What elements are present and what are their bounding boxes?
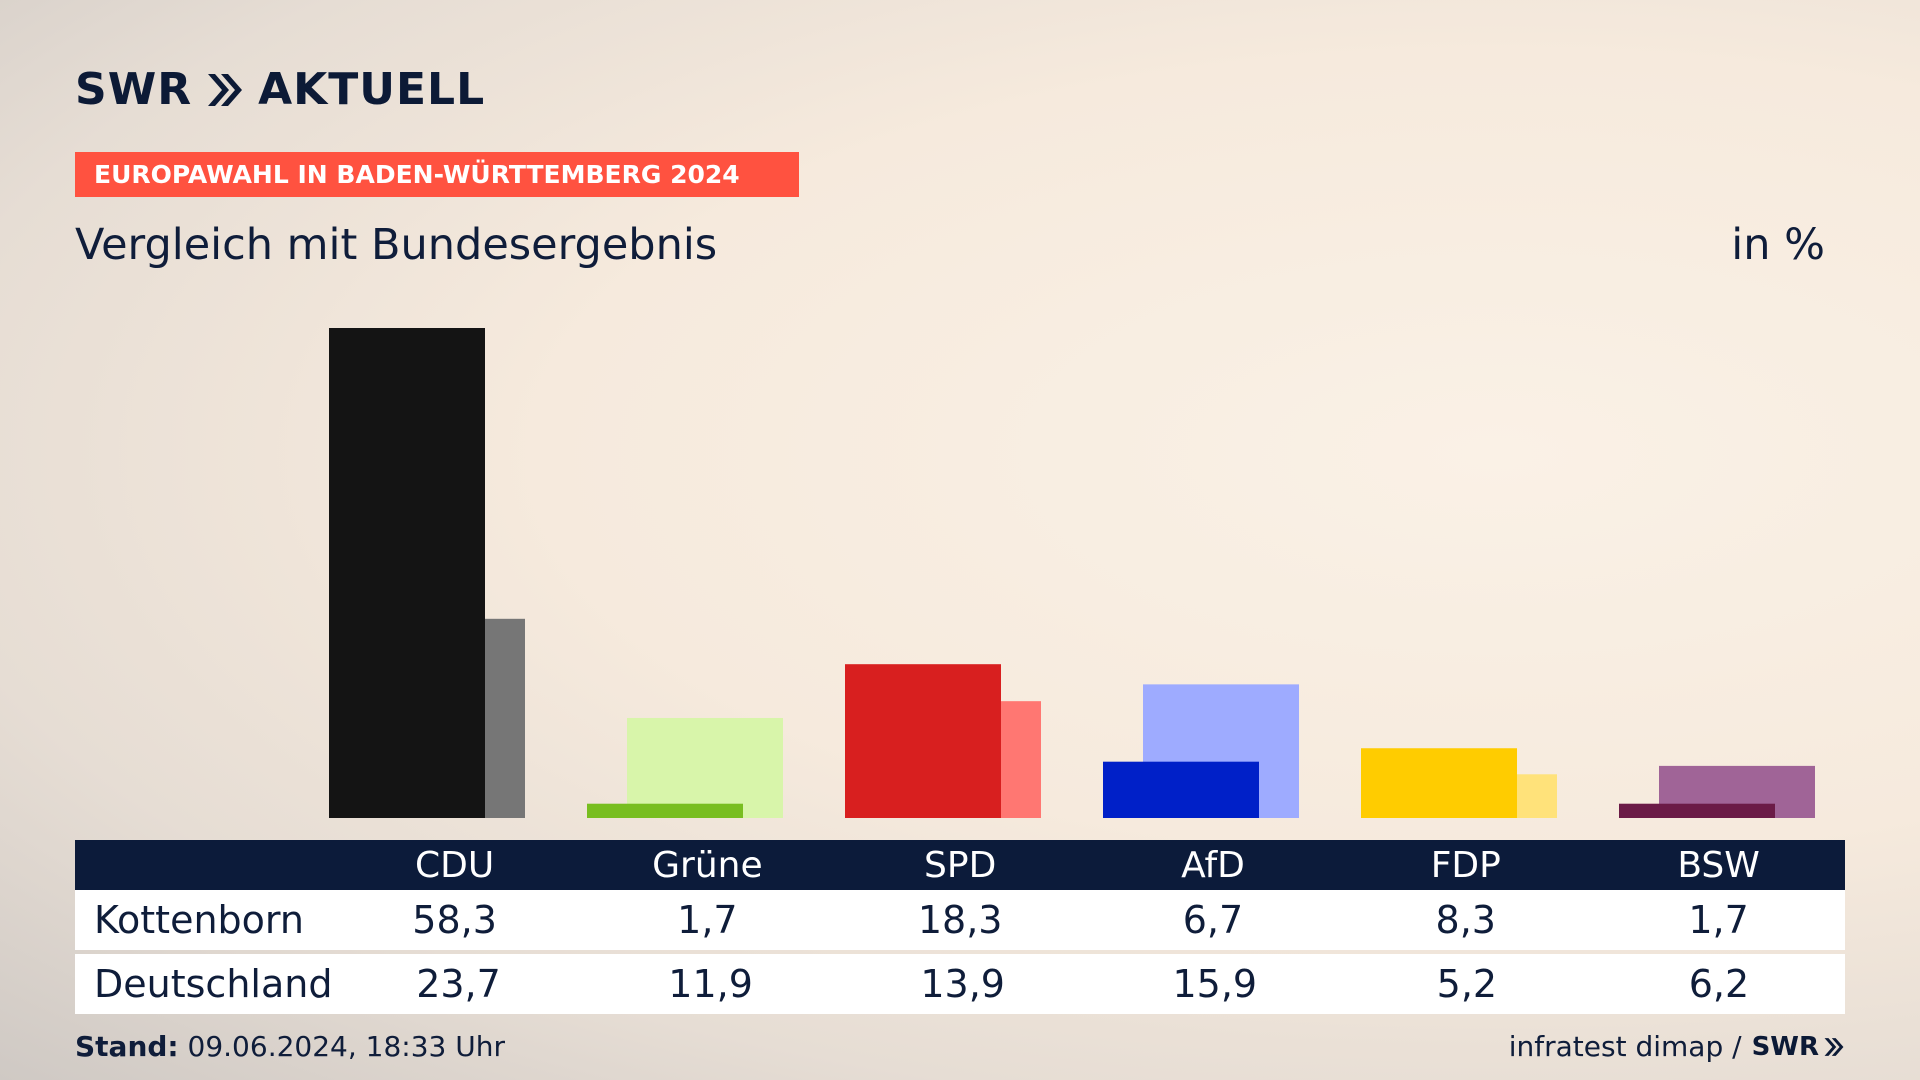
swr-mini-text: SWR [1751, 1031, 1819, 1062]
header-afd: AfD [1181, 844, 1245, 886]
value-cell: 23,7 [416, 962, 501, 1006]
bar-deutschland-gruene [627, 717, 783, 818]
double-chevron-icon [206, 72, 244, 108]
value-cell: 6,2 [1688, 962, 1750, 1006]
value-cell: 8,3 [1435, 898, 1496, 942]
bar-kottenborn-gruene [587, 803, 743, 818]
value-cell: 58,3 [412, 898, 497, 942]
value-cell: 13,9 [920, 962, 1005, 1006]
stand-value: 09.06.2024, 18:33 Uhr [187, 1030, 505, 1063]
unit-label: in % [1731, 220, 1825, 270]
source-credit: infratest dimap / SWR [1509, 1030, 1845, 1063]
table-row-kottenborn: Kottenborn 58,3 1,7 18,3 6,7 8,3 1,7 [75, 890, 1845, 950]
swr-aktuell-logo: SWR AKTUELL [75, 68, 485, 112]
header-bsw: BSW [1677, 844, 1760, 886]
brand-name: SWR [75, 64, 193, 115]
table-header: CDU Grüne SPD AfD FDP BSW [75, 840, 1845, 890]
row-label: Kottenborn [94, 898, 304, 942]
brand-product: AKTUELL [258, 64, 486, 115]
source-label: infratest dimap / [1508, 1030, 1742, 1063]
value-cell: 6,7 [1182, 898, 1244, 942]
header-cdu: CDU [414, 844, 495, 886]
timestamp: Stand: 09.06.2024, 18:33 Uhr [75, 1030, 505, 1063]
header-gruene: Grüne [652, 844, 763, 886]
value-cell: 5,2 [1436, 962, 1498, 1006]
bar-chart [329, 328, 1815, 818]
value-cell: 18,3 [917, 898, 1003, 942]
header-fdp: FDP [1430, 844, 1501, 886]
election-banner: EUROPAWAHL IN BADEN-WÜRTTEMBERG 2024 [75, 152, 799, 197]
double-chevron-icon [1824, 1037, 1844, 1056]
header-spd: SPD [924, 844, 997, 886]
value-cell: 1,7 [1688, 898, 1749, 942]
value-cell: 11,9 [668, 962, 753, 1006]
bar-kottenborn-spd [845, 664, 1001, 818]
stand-label: Stand: [75, 1030, 179, 1063]
value-cell: 1,7 [677, 898, 738, 942]
results-table: CDU Grüne SPD AfD FDP BSW Kottenborn 58,… [75, 840, 1845, 1014]
chart-subtitle: Vergleich mit Bundesergebnis [75, 220, 718, 270]
bar-kottenborn-cdu [329, 328, 485, 818]
swr-mini-logo: SWR [1752, 1032, 1845, 1062]
bar-kottenborn-afd [1103, 761, 1259, 818]
value-cell: 15,9 [1172, 962, 1258, 1006]
row-label: Deutschland [94, 962, 333, 1006]
table-row-deutschland: Deutschland 23,7 11,9 13,9 15,9 5,2 6,2 [75, 954, 1845, 1014]
bar-kottenborn-fdp [1361, 748, 1517, 818]
bar-kottenborn-bsw [1619, 803, 1775, 818]
